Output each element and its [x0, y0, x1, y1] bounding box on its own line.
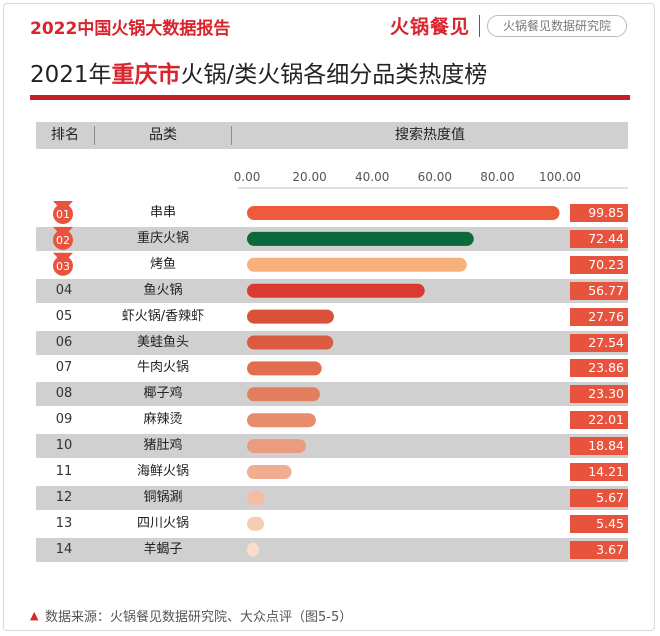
rank-label: 12 — [55, 489, 73, 505]
bar — [247, 206, 560, 220]
category-label: 铜锅涮 — [143, 489, 183, 505]
category-label: 鱼火锅 — [143, 282, 183, 298]
category-label: 重庆火锅 — [136, 230, 189, 246]
rank-label: 05 — [55, 308, 73, 324]
header-heat: 搜索热度值 — [395, 127, 465, 143]
value-label: 3.67 — [570, 540, 628, 559]
bar — [247, 309, 334, 324]
triangle-icon: ▲ — [30, 609, 39, 622]
medal-icon: 02 — [53, 226, 73, 250]
row-band — [36, 434, 628, 459]
value-label: 18.84 — [570, 437, 628, 456]
category-label: 四川火锅 — [136, 515, 189, 531]
rank-label: 01 — [56, 208, 70, 221]
bar — [247, 231, 474, 246]
rank-label: 02 — [56, 234, 70, 247]
brand-divider — [479, 15, 480, 37]
header-rank: 排名 — [51, 127, 79, 143]
row-band — [36, 485, 628, 510]
category-label: 虾火锅/香辣虾 — [121, 308, 205, 324]
value-label: 72.44 — [570, 229, 628, 248]
bar — [247, 542, 259, 557]
bar — [247, 361, 322, 376]
bar — [247, 439, 306, 454]
rank-label: 08 — [55, 386, 73, 402]
x-tick-label: 60.00 — [418, 170, 452, 184]
rank-label: 03 — [56, 260, 70, 273]
medal-disc — [53, 229, 73, 250]
category-label: 串串 — [149, 205, 176, 220]
x-tick-label: 20.00 — [292, 170, 326, 184]
rank-label: 11 — [55, 464, 73, 479]
row-band — [36, 537, 628, 562]
bar — [247, 335, 334, 350]
institute-badge: 火锅餐见数据研究院 — [487, 15, 627, 37]
header-divider — [94, 126, 95, 145]
title-prefix: 2021年 — [30, 62, 112, 88]
title-suffix: 火锅/类火锅各细分品类热度榜 — [180, 62, 488, 88]
x-tick-label: 80.00 — [480, 170, 514, 184]
value-label: 56.77 — [570, 281, 628, 300]
table-header: 排名 品类 搜索热度值 — [36, 122, 628, 149]
medal-icon: 03 — [53, 252, 73, 276]
medal-disc — [53, 255, 73, 276]
chart-title: 2021年重庆市火锅/类火锅各细分品类热度榜 — [30, 55, 487, 89]
category-label: 海鲜火锅 — [136, 464, 189, 479]
value-label: 14.21 — [570, 463, 628, 481]
category-label: 猪肚鸡 — [143, 438, 183, 454]
value-label: 27.76 — [570, 307, 628, 326]
bar — [247, 283, 425, 298]
value-label: 27.54 — [570, 333, 628, 352]
medal-icon: 01 — [53, 201, 73, 224]
bar — [247, 516, 265, 531]
header-category: 品类 — [149, 127, 177, 143]
value-label: 70.23 — [570, 255, 628, 274]
data-source-note: 数据来源：火锅餐见数据研究院、大众点评（图5-5） — [45, 610, 353, 625]
rank-label: 14 — [55, 541, 73, 557]
bar — [247, 413, 316, 428]
value-label: 5.45 — [570, 514, 628, 533]
rank-label: 13 — [55, 515, 73, 531]
title-rule — [30, 95, 630, 100]
header-divider — [231, 126, 232, 145]
rank-label: 10 — [55, 438, 73, 454]
x-tick-label: 40.00 — [355, 170, 389, 184]
rank-label: 09 — [55, 412, 73, 428]
value-label: 99.85 — [570, 204, 628, 222]
category-label: 牛肉火锅 — [136, 360, 189, 376]
bar — [247, 490, 265, 505]
x-tick-label: 100.00 — [539, 170, 581, 184]
value-label: 5.67 — [570, 488, 628, 507]
medal-disc — [53, 204, 73, 224]
report-title: 2022中国火锅大数据报告 — [30, 19, 231, 39]
bar — [247, 465, 292, 479]
rank-label: 07 — [55, 360, 73, 376]
category-label: 羊蝎子 — [143, 541, 183, 557]
value-label: 22.01 — [570, 411, 628, 430]
rank-label: 04 — [55, 282, 73, 298]
category-label: 麻辣烫 — [143, 412, 183, 428]
bar — [247, 387, 320, 402]
brand-logo: 火锅餐见 — [390, 16, 471, 38]
value-label: 23.86 — [570, 359, 628, 378]
rank-label: 06 — [55, 334, 73, 350]
x-tick-label: 0.00 — [234, 170, 261, 184]
bar — [247, 257, 467, 272]
category-label: 烤鱼 — [149, 256, 176, 272]
value-label: 23.30 — [570, 385, 628, 404]
title-city: 重庆市 — [111, 62, 181, 88]
row-band — [36, 382, 628, 407]
report-frame — [3, 3, 655, 631]
category-label: 椰子鸡 — [143, 386, 183, 402]
category-label: 美蛙鱼头 — [136, 334, 189, 350]
